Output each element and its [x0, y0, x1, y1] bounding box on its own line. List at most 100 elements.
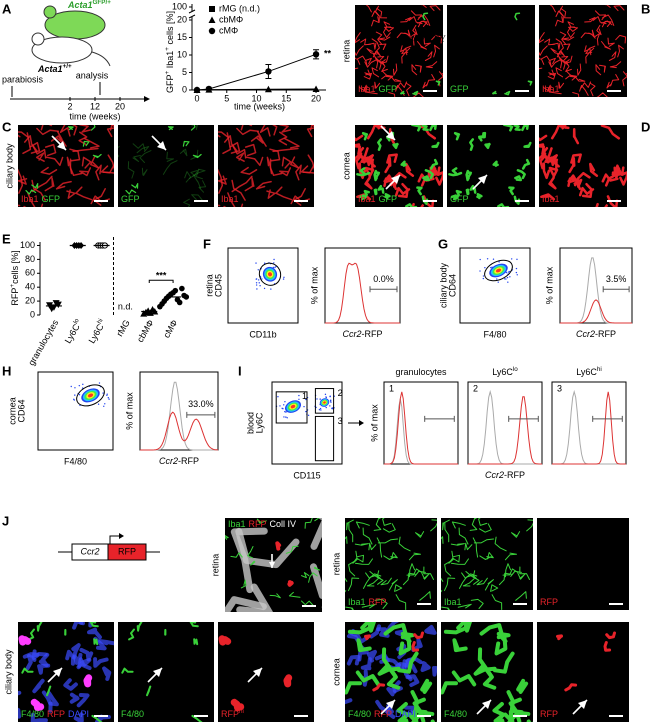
- cell: [472, 570, 480, 585]
- cell: [444, 560, 452, 577]
- micrograph: [218, 125, 314, 207]
- cell: [469, 518, 478, 531]
- cell: [266, 189, 276, 199]
- axis-label: CD64: [16, 399, 26, 422]
- cell: [567, 177, 579, 188]
- event: [285, 411, 287, 413]
- cell: [523, 141, 532, 148]
- cell: [567, 26, 575, 38]
- legend-label: cbMΦ: [219, 14, 243, 24]
- cell: [573, 171, 591, 187]
- cell: [269, 158, 283, 177]
- cell: [458, 527, 469, 545]
- micrograph-texture: [218, 635, 293, 712]
- cell: [580, 81, 592, 89]
- cell: [416, 186, 423, 196]
- timeline-start: parabiosis: [2, 74, 44, 84]
- micrograph: [441, 622, 533, 722]
- cell: [412, 24, 418, 36]
- cell: [102, 666, 112, 681]
- cell: [451, 167, 458, 175]
- channel-label-part: F4/80: [21, 709, 44, 719]
- channel-label-part: RFP: [47, 709, 65, 719]
- y-axis-label-part: cells [%]: [165, 11, 175, 47]
- event: [106, 394, 108, 397]
- cell: [365, 57, 372, 67]
- y-tick-label: 100: [172, 1, 187, 11]
- cell: [191, 125, 199, 130]
- cell: [307, 154, 314, 171]
- cell: [366, 48, 378, 55]
- cell: [513, 125, 521, 132]
- event: [283, 404, 285, 406]
- cell: [478, 518, 488, 526]
- micrograph: [539, 5, 627, 97]
- channel-label: Iba1 GFP: [358, 194, 397, 204]
- cell: [564, 55, 573, 64]
- cell: [356, 171, 371, 177]
- cell: [397, 182, 409, 199]
- cell: [366, 125, 384, 140]
- x-tick-label: granulocytes: [27, 318, 61, 368]
- cell: [22, 652, 40, 659]
- cell: [539, 134, 548, 142]
- event: [73, 399, 75, 401]
- side-label: ciliary body: [4, 143, 14, 189]
- cell: [179, 148, 188, 157]
- cell: [183, 198, 191, 207]
- cell: [424, 51, 433, 61]
- cell: [41, 690, 53, 713]
- panel-letter: F: [203, 236, 211, 251]
- cell: [615, 34, 627, 44]
- micrograph: [218, 622, 314, 722]
- cell: [430, 519, 437, 532]
- cell: [521, 125, 529, 132]
- cell: [607, 37, 615, 47]
- cell: [63, 678, 78, 691]
- cell: [345, 698, 353, 705]
- cell: [281, 156, 292, 169]
- event: [97, 403, 100, 405]
- histogram-curve: [468, 396, 542, 465]
- cell: [301, 572, 310, 579]
- cell: [508, 186, 515, 196]
- cell: [372, 683, 386, 692]
- cell: [364, 85, 378, 95]
- cell: [589, 82, 596, 97]
- axis-label-part: -RFP: [504, 470, 525, 480]
- dot-plot-frame: [37, 371, 114, 451]
- event: [103, 405, 105, 407]
- event: [325, 396, 328, 399]
- point: [265, 68, 272, 75]
- histogram-frame: [559, 247, 633, 324]
- cell: [136, 146, 150, 154]
- cell: [613, 5, 625, 12]
- axis-label: % of max: [124, 392, 134, 430]
- cell: [465, 188, 470, 196]
- histogram-title: granulocytes: [395, 367, 447, 377]
- event: [482, 275, 485, 277]
- cell: [79, 622, 84, 625]
- cell: [453, 131, 461, 141]
- cell: [550, 48, 562, 55]
- density: [290, 404, 296, 409]
- event: [331, 407, 333, 410]
- event: [479, 270, 481, 272]
- cell: [136, 622, 143, 632]
- x-tick-label-part: cMΦ: [162, 318, 180, 340]
- cell: [408, 552, 421, 561]
- cell: [414, 570, 426, 577]
- channel-label-part: Iba1: [228, 519, 246, 529]
- cell: [396, 702, 410, 722]
- micrograph: [447, 125, 535, 207]
- channel-label-part: F4/80: [348, 709, 371, 719]
- cell: [510, 570, 522, 577]
- cell: [362, 527, 373, 545]
- cell: [283, 674, 293, 688]
- cell: [365, 5, 372, 13]
- cell: [30, 712, 48, 722]
- cell: [450, 558, 469, 565]
- cell: [431, 34, 443, 44]
- cell: [504, 552, 517, 561]
